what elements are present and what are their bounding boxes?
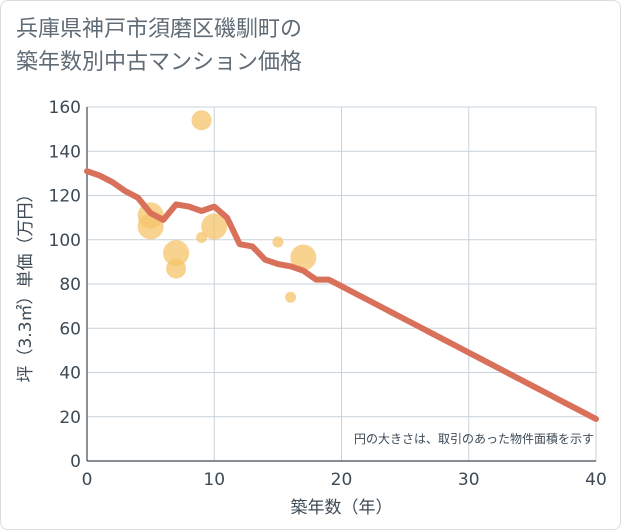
y-tick-label: 160: [49, 98, 81, 118]
bubble-series: [137, 110, 317, 303]
bubble-point: [163, 240, 190, 267]
y-tick-label: 20: [59, 408, 81, 428]
y-tick-label: 0: [70, 452, 81, 472]
x-tick-label: 40: [585, 470, 607, 490]
y-tick-label: 40: [59, 364, 81, 384]
bubble-point: [166, 258, 187, 279]
x-axis-title: 築年数（年）: [291, 498, 393, 518]
bubble-point: [137, 213, 164, 240]
y-tick-label: 140: [49, 142, 81, 162]
y-tick-label: 120: [49, 187, 81, 207]
trend-line: [84, 168, 599, 422]
bubble-point: [272, 236, 284, 248]
bubble-point: [285, 291, 297, 303]
y-axis-title: 坪（3.3㎡）単価（万円）: [16, 185, 36, 382]
bubble-point: [201, 213, 228, 240]
x-tick-label: 0: [82, 470, 93, 490]
bubble-size-note: 円の大きさは、取引のあった物件面積を示す: [354, 431, 594, 446]
chart-title-line-2: 築年数別中古マンション価格: [16, 50, 303, 75]
bubble-point: [290, 244, 317, 271]
bubble-point: [191, 110, 212, 131]
x-tick-label: 10: [203, 470, 225, 490]
chart-title-line-1: 兵庫県神戸市須磨区磯馴町の: [16, 17, 303, 42]
y-tick-label: 80: [59, 275, 81, 295]
x-tick-label: 20: [331, 470, 353, 490]
tick-labels: 0 20 40 60 80 100 120 140 160 0 10 20 30 40: [49, 98, 607, 490]
chart-title: 兵庫県神戸市須磨区磯馴町の 築年数別中古マンション価格: [16, 13, 302, 79]
x-tick-label: 30: [458, 470, 480, 490]
y-tick-label: 60: [59, 319, 81, 339]
y-tick-label: 100: [49, 231, 81, 251]
